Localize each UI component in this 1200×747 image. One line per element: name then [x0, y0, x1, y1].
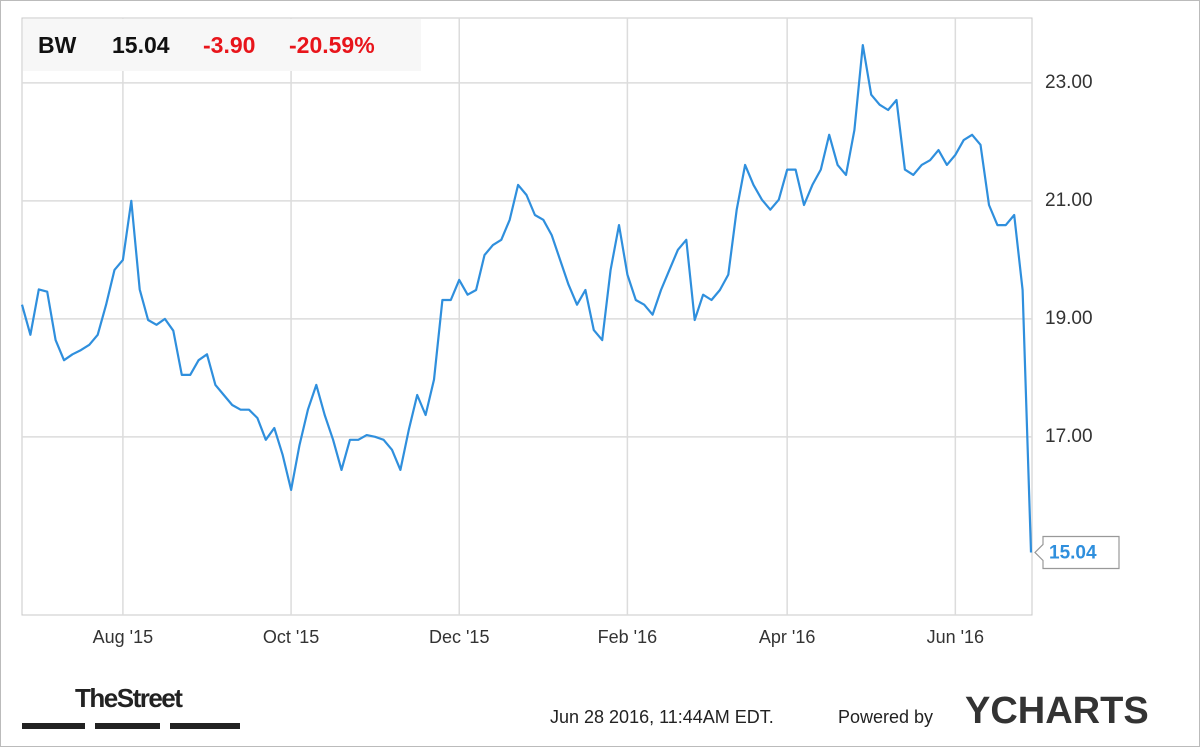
brand-logo: TheStreet [75, 683, 183, 713]
price-line [20, 44, 1033, 553]
price: 15.04 [112, 32, 170, 58]
logo-bar [22, 723, 85, 729]
change: -3.90 [203, 32, 255, 58]
y-tick-label: 23.00 [1045, 72, 1093, 93]
logo-bar [170, 723, 240, 729]
logo-bar [95, 723, 160, 729]
x-tick-label: Apr '16 [759, 627, 815, 647]
last-price-label: 15.04 [1049, 542, 1097, 563]
timestamp: Jun 28 2016, 11:44AM EDT. [550, 707, 774, 727]
ticker: BW [38, 32, 77, 58]
x-tick-label: Feb '16 [598, 627, 657, 647]
y-tick-label: 19.00 [1045, 308, 1093, 329]
y-tick-label: 17.00 [1045, 426, 1093, 447]
x-tick-label: Oct '15 [263, 627, 319, 647]
x-tick-label: Aug '15 [93, 627, 154, 647]
change-pct: -20.59% [289, 32, 375, 58]
powered-by: Powered by [838, 707, 933, 727]
header-box [23, 19, 421, 71]
x-tick-label: Dec '15 [429, 627, 489, 647]
plot-area [21, 17, 1033, 616]
x-tick-label: Jun '16 [927, 627, 984, 647]
last-price-callout [1034, 535, 1120, 570]
y-tick-label: 21.00 [1045, 190, 1093, 211]
provider-logo: YCHARTS [965, 690, 1149, 732]
